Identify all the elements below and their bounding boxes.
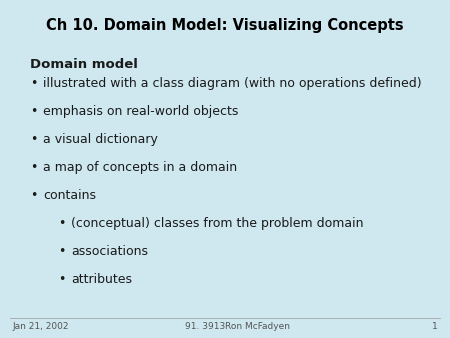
Text: illustrated with a class diagram (with no operations defined): illustrated with a class diagram (with n… — [43, 77, 422, 90]
Text: Ch 10. Domain Model: Visualizing Concepts: Ch 10. Domain Model: Visualizing Concept… — [46, 18, 404, 33]
Text: (conceptual) classes from the problem domain: (conceptual) classes from the problem do… — [71, 217, 364, 230]
Text: 91. 3913: 91. 3913 — [185, 322, 225, 331]
Text: •: • — [30, 161, 37, 174]
Text: Domain model: Domain model — [30, 58, 138, 71]
Text: 1: 1 — [432, 322, 438, 331]
Text: •: • — [30, 105, 37, 118]
Text: emphasis on real-world objects: emphasis on real-world objects — [43, 105, 238, 118]
Text: •: • — [58, 245, 65, 258]
Text: •: • — [30, 77, 37, 90]
Text: •: • — [58, 273, 65, 286]
Text: contains: contains — [43, 189, 96, 202]
Text: •: • — [30, 133, 37, 146]
Text: Jan 21, 2002: Jan 21, 2002 — [12, 322, 68, 331]
Text: a visual dictionary: a visual dictionary — [43, 133, 158, 146]
Text: Ron McFadyen: Ron McFadyen — [225, 322, 290, 331]
Text: •: • — [58, 217, 65, 230]
Text: attributes: attributes — [71, 273, 132, 286]
Text: •: • — [30, 189, 37, 202]
Text: associations: associations — [71, 245, 148, 258]
Text: a map of concepts in a domain: a map of concepts in a domain — [43, 161, 237, 174]
